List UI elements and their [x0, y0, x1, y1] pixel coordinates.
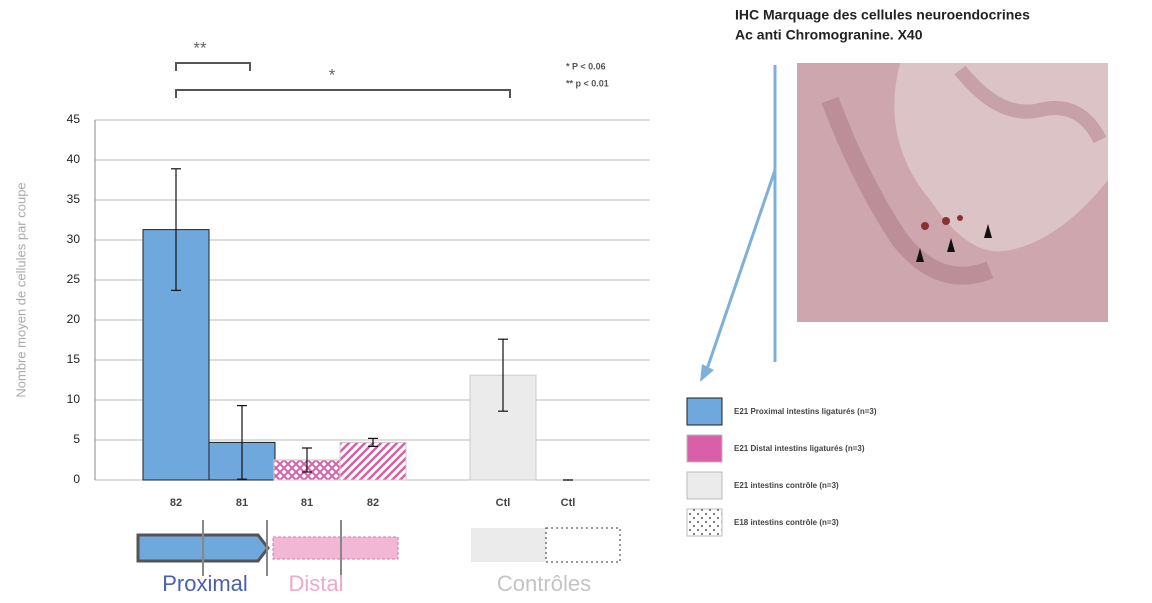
- significance-bracket: [175, 62, 251, 71]
- legend-label: E21 intestins contrôle (n=3): [734, 481, 839, 490]
- image-title: IHC Marquage des cellules neuroendocrine…: [735, 7, 1030, 23]
- legend-item: E21 Proximal intestins ligaturés (n=3): [686, 397, 877, 426]
- legend-label: E18 intestins contrôle (n=3): [734, 518, 839, 527]
- group-label: Distal: [288, 571, 343, 596]
- y-tick-label: 0: [73, 472, 80, 486]
- x-tick-label: 81: [301, 497, 313, 509]
- legend-label: E21 Distal intestins ligaturés (n=3): [734, 444, 865, 453]
- bar: [339, 441, 407, 481]
- legend-label: E21 Proximal intestins ligaturés (n=3): [734, 407, 877, 416]
- y-tick-label: 40: [67, 152, 81, 166]
- error-bar: [171, 168, 181, 291]
- y-tick-label: 15: [67, 352, 81, 366]
- legend-swatch: [686, 434, 723, 463]
- p-note: ** p < 0.01: [566, 78, 609, 88]
- significance-label: **: [193, 38, 207, 57]
- error-bar: [368, 437, 378, 447]
- error-bar: [237, 405, 247, 480]
- micrograph: [700, 63, 1108, 382]
- group-label: Proximal: [162, 571, 248, 596]
- error-bar: [302, 447, 312, 473]
- legend-item: E21 Distal intestins ligaturés (n=3): [686, 434, 865, 463]
- group-label: Contrôles: [497, 571, 591, 596]
- x-tick-label: 81: [236, 497, 248, 509]
- legend-swatch: [686, 471, 723, 500]
- y-tick-label: 45: [67, 112, 81, 126]
- error-bar: [498, 338, 508, 412]
- y-tick-label: 5: [73, 432, 80, 446]
- legend-swatch: [686, 508, 723, 537]
- y-tick-label: 35: [67, 192, 81, 206]
- image-title: Ac anti Chromogranine. X40: [735, 27, 923, 43]
- y-tick-label: 30: [67, 232, 81, 246]
- y-axis-label: Nombre moyen de cellules par coupe: [13, 182, 28, 397]
- x-tick-label: Ctl: [496, 497, 511, 509]
- legend-item: E18 intestins contrôle (n=3): [686, 508, 839, 537]
- significance-bracket: [175, 89, 511, 98]
- legend-item: E21 intestins contrôle (n=3): [686, 471, 839, 500]
- y-tick-label: 25: [67, 272, 81, 286]
- p-note: * P < 0.06: [566, 61, 606, 71]
- y-tick-label: 10: [67, 392, 81, 406]
- legend-swatch: [686, 397, 723, 426]
- x-tick-label: Ctl: [561, 497, 576, 509]
- bar: [142, 229, 210, 481]
- x-tick-label: 82: [367, 497, 379, 509]
- x-tick-label: 82: [170, 497, 182, 509]
- significance-label: *: [329, 65, 336, 84]
- y-tick-label: 20: [67, 312, 81, 326]
- schematic: [136, 520, 621, 576]
